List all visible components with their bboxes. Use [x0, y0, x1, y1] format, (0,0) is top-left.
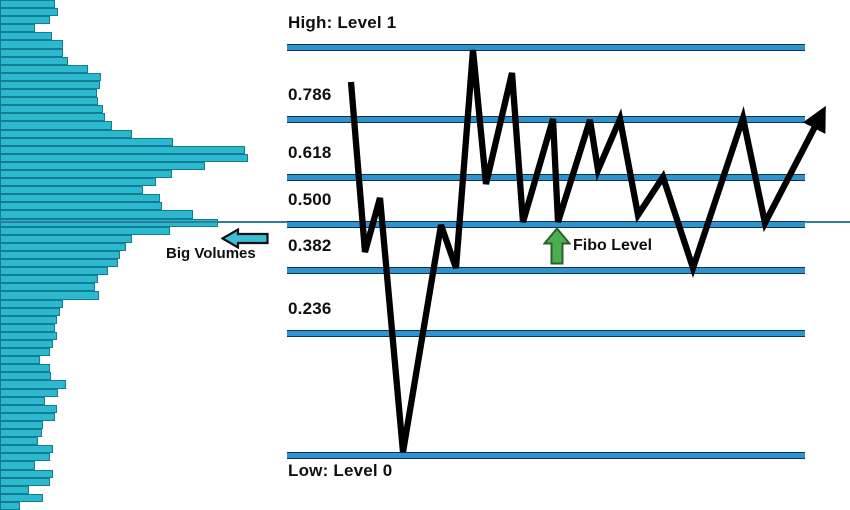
volume-bar [0, 72, 101, 81]
volume-bar [0, 169, 172, 179]
fib-level-line [287, 329, 805, 337]
volume-bar [0, 493, 43, 502]
fib-level-line [287, 220, 805, 228]
volume-bar [0, 145, 245, 154]
volume-bar [0, 186, 143, 195]
volume-bar [0, 420, 43, 430]
volume-bar [0, 40, 63, 49]
volume-bar [0, 80, 100, 90]
volume-bar [0, 259, 118, 268]
volume-bar [0, 501, 20, 510]
volume-bar [0, 226, 170, 235]
volume-bar [0, 372, 51, 381]
big-volumes-label: Big Volumes [166, 245, 256, 262]
volume-bar [0, 388, 58, 397]
volume-bar [0, 97, 98, 106]
volume-bar [0, 331, 57, 340]
volume-bar [0, 16, 50, 25]
volume-bar [0, 396, 45, 405]
volume-bar [0, 275, 98, 284]
volume-bar [0, 267, 108, 276]
volume-bar [0, 412, 55, 421]
fib-level-label: High: Level 1 [288, 13, 397, 32]
volume-bar [0, 161, 205, 170]
fib-level-label: 0.786 [288, 85, 332, 104]
volume-bar [0, 453, 50, 462]
volume-bar [0, 299, 63, 308]
fib-level-label: Low: Level 0 [288, 461, 393, 480]
volume-bar [0, 380, 66, 389]
fibo-level-arrow-icon [543, 227, 571, 265]
volume-bar [0, 307, 60, 316]
volume-bar [0, 404, 57, 413]
fib-level-line [287, 173, 805, 181]
fib-level-line [287, 451, 805, 459]
volume-bar [0, 32, 52, 41]
volume-bar [0, 315, 57, 324]
volume-bar [0, 153, 248, 162]
fib-level-line [287, 266, 805, 274]
volume-bar [0, 339, 53, 349]
volume-bar [0, 0, 55, 9]
volume-bar [0, 8, 58, 17]
volume-bar [0, 364, 50, 373]
volume-bar [0, 24, 35, 33]
volume-bar [0, 202, 162, 211]
fib-level-line [287, 115, 805, 123]
volume-bar [0, 64, 88, 73]
volume-bar [0, 477, 50, 486]
volume-bar [0, 242, 126, 251]
volume-bar [0, 89, 97, 98]
fib-level-label: 0.618 [288, 143, 332, 162]
price-line [347, 49, 826, 453]
fib-level-label: 0.382 [288, 236, 332, 255]
volume-bar [0, 291, 99, 300]
volume-bar [0, 56, 68, 65]
volume-bar [0, 105, 103, 114]
volume-bar [0, 250, 120, 260]
volume-bar [0, 121, 112, 130]
volume-bar [0, 234, 132, 243]
volume-bar [0, 48, 63, 57]
fib-level-label: 0.500 [288, 190, 332, 209]
volume-bar [0, 445, 53, 454]
big-volumes-arrow-icon [221, 228, 269, 249]
fib-level-line [287, 43, 805, 51]
volume-bar [0, 129, 132, 138]
volume-bar [0, 348, 50, 357]
fibo-level-label: Fibo Level [573, 237, 653, 254]
volume-bar [0, 323, 55, 332]
volume-bar [0, 113, 105, 122]
volume-bar [0, 194, 160, 203]
volume-bar [0, 469, 53, 478]
volume-bar [0, 461, 35, 470]
volume-bar [0, 485, 29, 494]
volume-bar [0, 210, 193, 219]
volume-bar [0, 437, 38, 446]
fib-level-label: 0.236 [288, 299, 332, 318]
volume-bar [0, 137, 173, 146]
volume-bar [0, 356, 40, 365]
volume-bar [0, 178, 156, 187]
volume-bar [0, 283, 95, 292]
volume-bar [0, 429, 42, 438]
